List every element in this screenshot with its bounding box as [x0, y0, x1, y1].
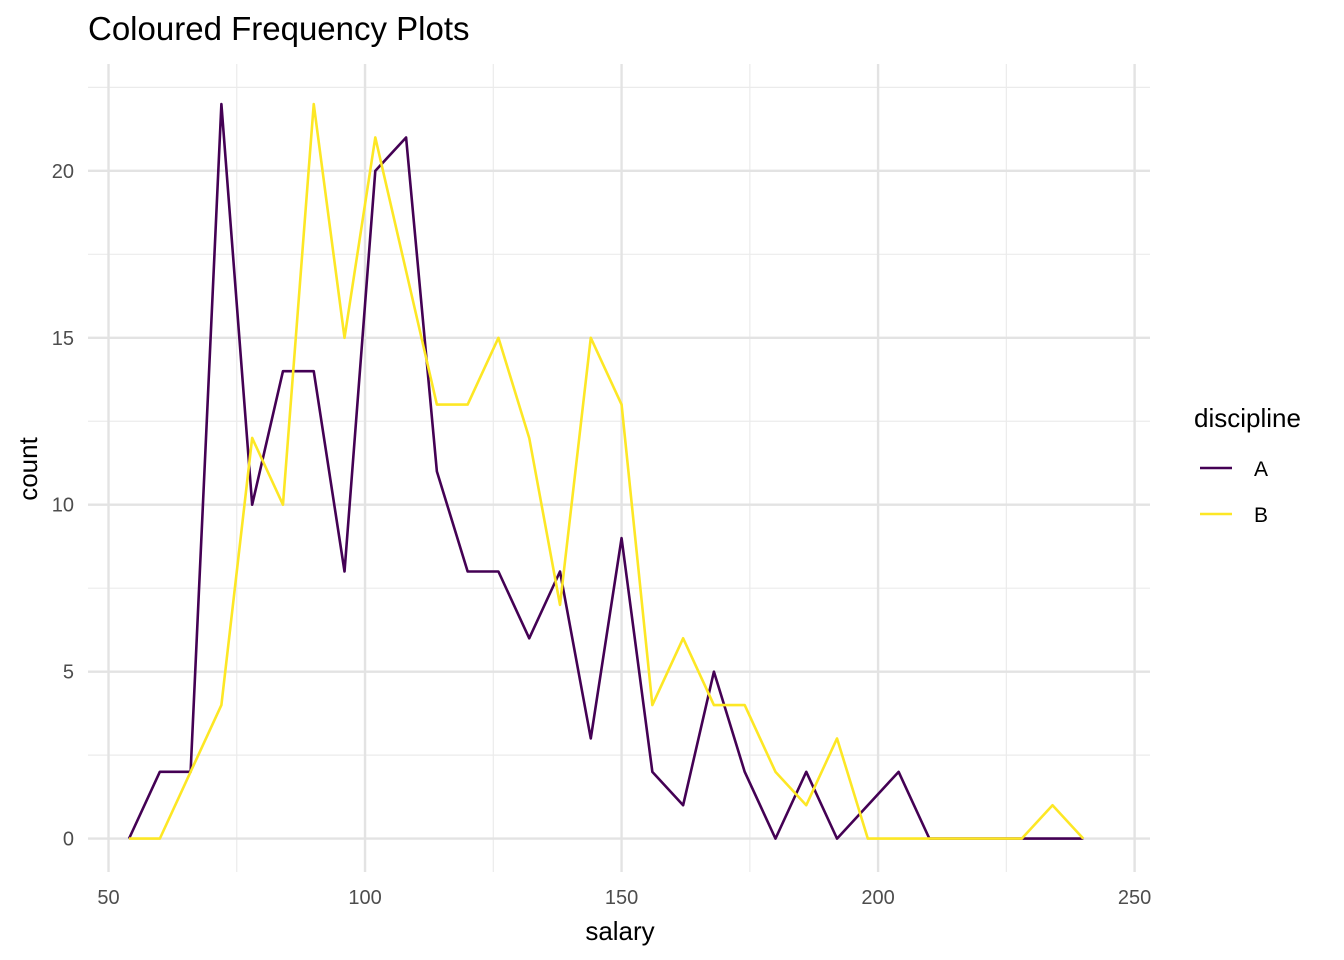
x-tick-label: 50: [97, 887, 119, 909]
x-tick-label: 250: [1118, 887, 1151, 909]
chart-title: Coloured Frequency Plots: [88, 10, 470, 47]
x-axis-title: salary: [585, 916, 654, 946]
minor-grid: [88, 64, 1150, 872]
y-axis-ticks: 0 5 10 15 20: [52, 161, 74, 851]
legend-label-B: B: [1254, 504, 1268, 527]
legend: discipline AB: [1194, 403, 1301, 527]
major-grid: [88, 64, 1150, 872]
legend-title: discipline: [1194, 403, 1301, 433]
y-tick-label: 10: [52, 495, 74, 517]
legend-items: AB: [1200, 458, 1268, 527]
y-axis-title: count: [13, 436, 43, 500]
x-tick-label: 100: [348, 887, 381, 909]
x-axis-ticks: 50 100 150 200 250: [97, 887, 1151, 909]
y-tick-label: 0: [63, 829, 74, 851]
y-tick-label: 15: [52, 328, 74, 350]
y-tick-label: 20: [52, 161, 74, 183]
series-line-B: [129, 102, 1085, 840]
series-line-A: [127, 102, 1084, 840]
x-tick-label: 150: [605, 887, 638, 909]
legend-label-A: A: [1254, 458, 1268, 481]
series-lines: [127, 102, 1085, 840]
y-tick-label: 5: [63, 662, 74, 684]
x-tick-label: 200: [861, 887, 894, 909]
